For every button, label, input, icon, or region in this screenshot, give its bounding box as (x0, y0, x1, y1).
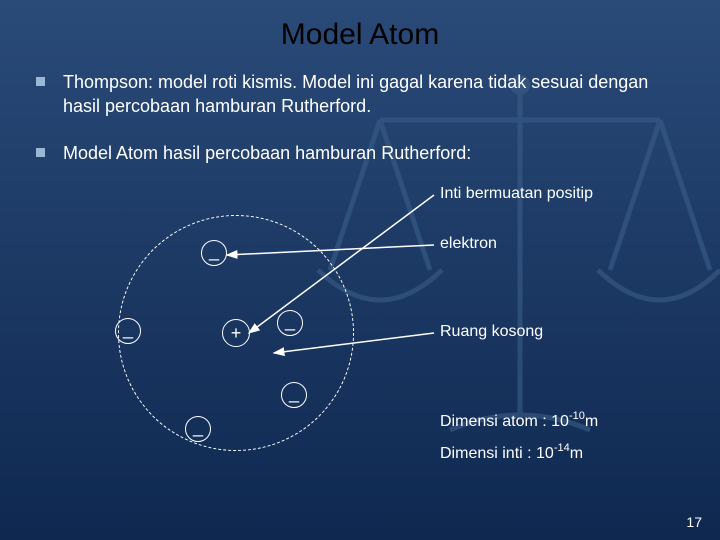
bullet-text: Thompson: model roti kismis. Model ini g… (63, 70, 684, 119)
dimension-label: Dimensi atom : 10-10 m (440, 413, 598, 431)
dimension-label: Dimensi inti : 10-14 m (440, 445, 583, 463)
slide: Model Atom Thompson: model roti kismis. … (0, 0, 720, 540)
bullet-item: Thompson: model roti kismis. Model ini g… (36, 70, 684, 119)
page-title: Model Atom (36, 18, 684, 52)
bullet-marker-icon (36, 77, 45, 86)
rutherford-diagram: +_____Inti bermuatan positipelektronRuan… (36, 183, 684, 483)
bullet-text: Model Atom hasil percobaan hamburan Ruth… (63, 141, 471, 165)
page-number: 17 (686, 514, 702, 530)
content-area: Model Atom Thompson: model roti kismis. … (0, 0, 720, 483)
bullet-marker-icon (36, 148, 45, 157)
annotation-arrows (36, 183, 720, 483)
bullet-item: Model Atom hasil percobaan hamburan Ruth… (36, 141, 684, 165)
